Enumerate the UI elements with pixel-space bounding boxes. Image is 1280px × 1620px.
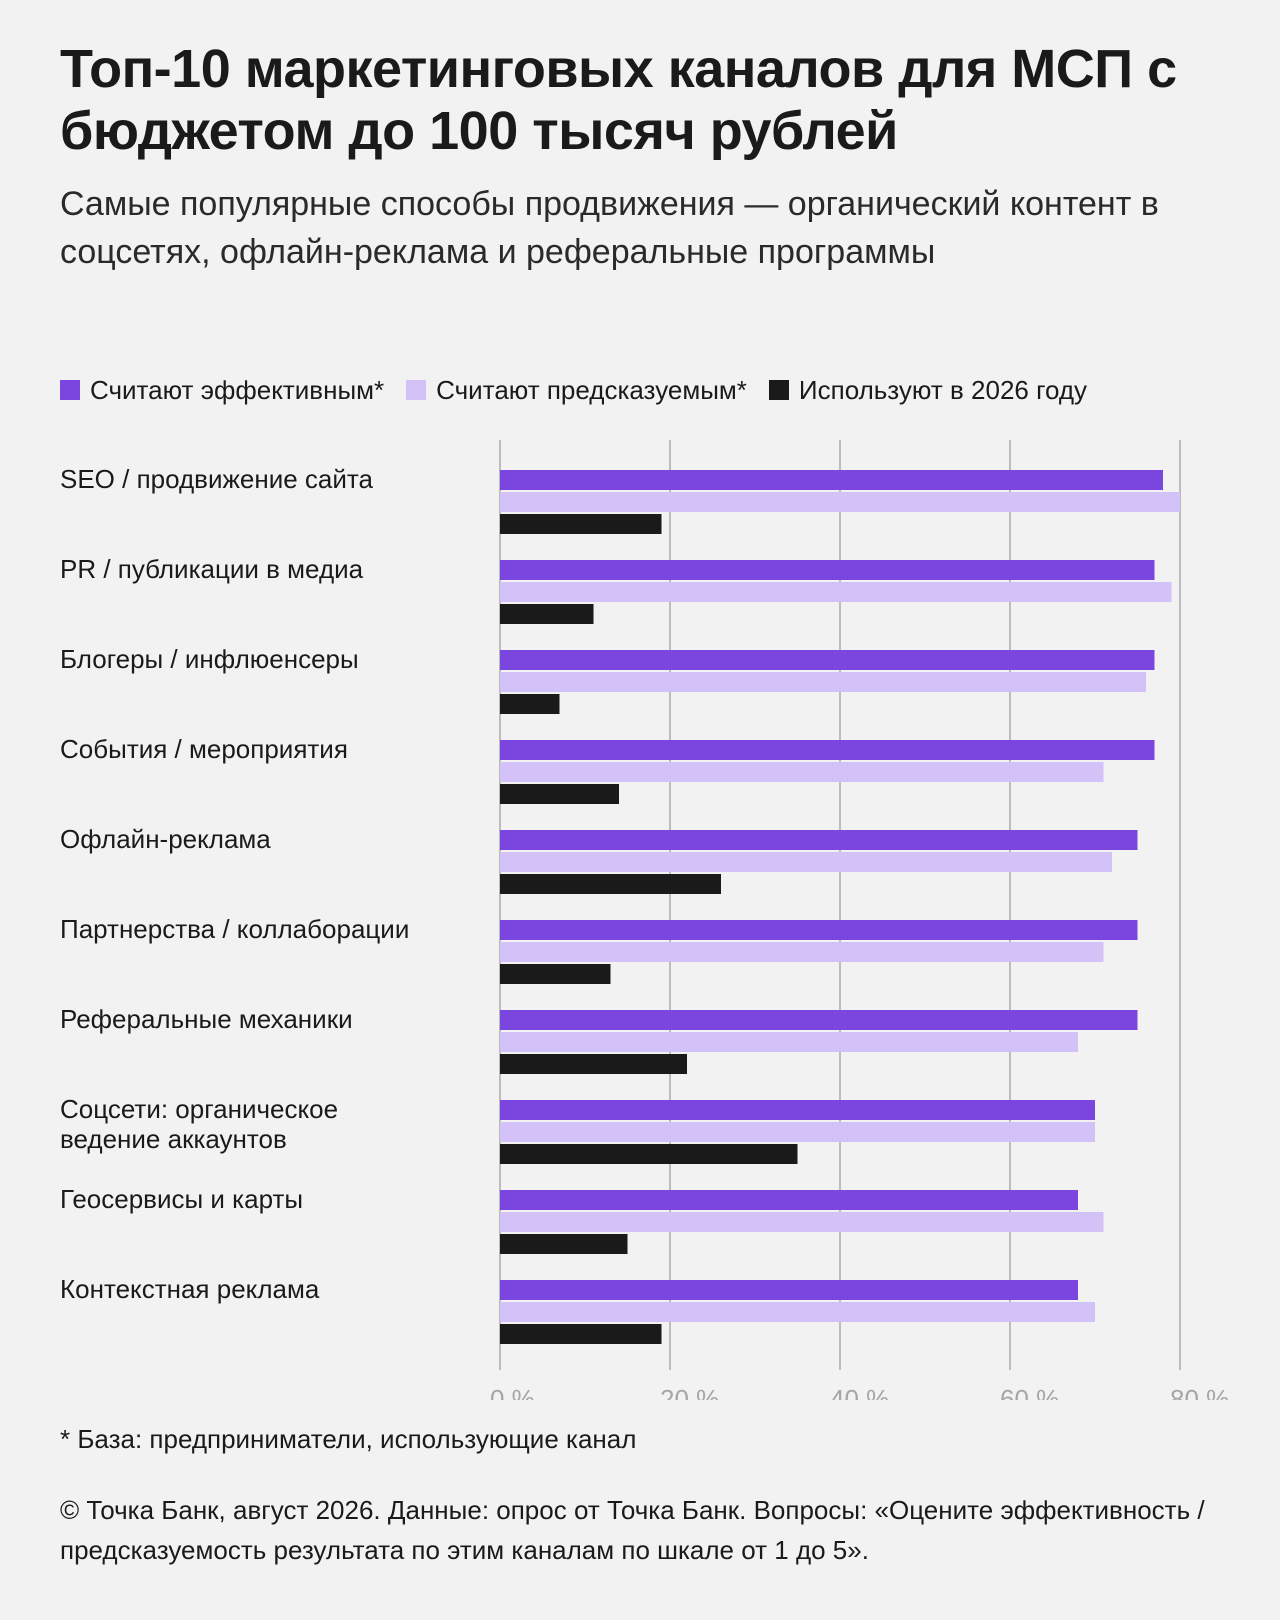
bar-0-series-2 xyxy=(500,514,662,534)
bar-2-series-1 xyxy=(500,672,1146,692)
legend-item-predictable: Считают предсказуемым* xyxy=(406,375,747,406)
category-label-7: Соцсети: органическое ведение аккаунтов xyxy=(60,1094,338,1154)
bar-3-series-0 xyxy=(500,740,1155,760)
bar-4-series-1 xyxy=(500,852,1112,872)
bar-5-series-2 xyxy=(500,964,611,984)
bar-9-series-2 xyxy=(500,1324,662,1344)
category-label-9: Контекстная реклама xyxy=(60,1274,320,1304)
legend-swatch-predictable xyxy=(406,380,427,400)
bar-9-series-1 xyxy=(500,1302,1095,1322)
tick-label-20: 20 % xyxy=(660,1384,719,1400)
category-label-5: Партнерства / коллаборации xyxy=(60,914,409,944)
category-label-1: PR / публикации в медиа xyxy=(60,554,364,584)
bar-6-series-2 xyxy=(500,1054,687,1074)
legend-item-effective: Считают эффективным* xyxy=(60,375,384,406)
bar-1-series-2 xyxy=(500,604,594,624)
legend-label-effective: Считают эффективным* xyxy=(90,374,385,405)
bar-1-series-0 xyxy=(500,560,1155,580)
bar-0-series-0 xyxy=(500,470,1163,490)
bar-2-series-2 xyxy=(500,694,560,714)
legend-item-used-2026: Используют в 2026 году xyxy=(768,374,1088,406)
bar-4-series-2 xyxy=(500,874,721,894)
bar-5-series-1 xyxy=(500,942,1104,962)
bar-1-series-1 xyxy=(500,582,1172,602)
bar-7-series-1 xyxy=(500,1122,1095,1142)
bar-3-series-1 xyxy=(500,762,1104,782)
tick-label-80: 80 % xyxy=(1170,1384,1229,1400)
bar-chart: SEO / продвижение сайта PR / публикации в… xyxy=(60,440,1229,1400)
legend-label-used-2026: Используют в 2026 году xyxy=(798,374,1088,405)
legend-label-predictable: Считают предсказуемым* xyxy=(436,374,747,405)
bar-7-series-2 xyxy=(500,1144,798,1164)
bar-8-series-1 xyxy=(500,1212,1104,1232)
category-label-2: Блогеры / инфлюенсеры xyxy=(60,644,359,674)
tick-label-0: 0 % xyxy=(490,1384,535,1400)
legend-swatch-used-2026 xyxy=(768,380,789,400)
source-note: © Точка Банк, август 2026. Данные: опрос… xyxy=(60,1495,1205,1565)
category-label-3: События / мероприятия xyxy=(60,734,348,764)
bar-8-series-2 xyxy=(500,1234,628,1254)
bar-8-series-0 xyxy=(500,1190,1078,1210)
bar-6-series-1 xyxy=(500,1032,1078,1052)
chart-title: Топ-10 маркетинговых каналов для МСП с б… xyxy=(60,39,1177,161)
bar-2-series-0 xyxy=(500,650,1155,670)
bar-9-series-0 xyxy=(500,1280,1078,1300)
chart-subtitle: Самые популярные способы продвижения — о… xyxy=(60,185,1159,271)
bar-3-series-2 xyxy=(500,784,619,804)
category-label-6: Реферальные механики xyxy=(60,1004,353,1034)
category-label-4: Офлайн-реклама xyxy=(60,824,271,854)
bar-6-series-0 xyxy=(500,1010,1138,1030)
bar-5-series-0 xyxy=(500,920,1138,940)
bar-7-series-0 xyxy=(500,1100,1095,1120)
category-label-8: Геосервисы и карты xyxy=(60,1184,303,1214)
tick-label-60: 60 % xyxy=(1000,1384,1059,1400)
category-label-0: SEO / продвижение сайта xyxy=(60,464,374,494)
tick-label-40: 40 % xyxy=(830,1384,889,1400)
footnote: * База: предприниматели, использующие ка… xyxy=(60,1424,637,1454)
legend-swatch-effective xyxy=(60,380,80,400)
legend: Считают эффективным* Считают предсказуем… xyxy=(60,372,1109,408)
bar-4-series-0 xyxy=(500,830,1138,850)
bar-0-series-1 xyxy=(500,492,1180,512)
